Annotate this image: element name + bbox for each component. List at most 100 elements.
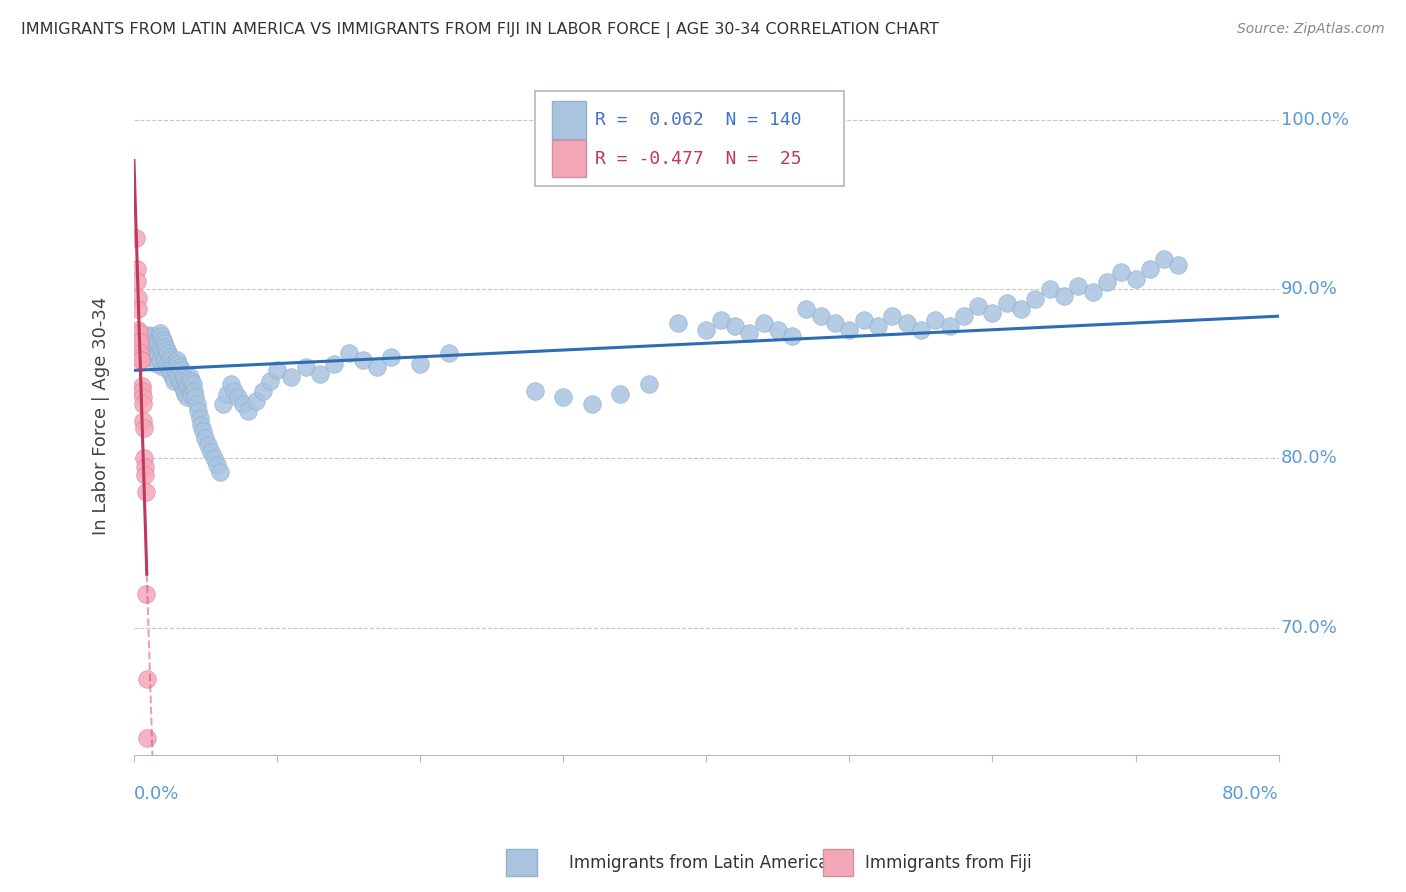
Point: [352, 353, 374, 368]
FancyBboxPatch shape: [551, 102, 586, 139]
Point: [280, 370, 302, 384]
Point: [1024, 292, 1046, 306]
Point: [134, 451, 156, 466]
Point: [184, 391, 207, 405]
FancyBboxPatch shape: [534, 91, 844, 186]
Point: [176, 391, 198, 405]
Text: Source: ZipAtlas.com: Source: ZipAtlas.com: [1237, 22, 1385, 37]
Point: [1153, 252, 1175, 266]
Point: [148, 334, 170, 349]
Point: [127, 274, 149, 288]
Point: [131, 384, 153, 398]
Point: [136, 327, 159, 342]
Point: [910, 323, 932, 337]
Point: [169, 359, 191, 374]
Point: [143, 343, 166, 357]
Point: [896, 316, 918, 330]
Point: [810, 309, 832, 323]
Point: [150, 343, 173, 357]
Point: [131, 391, 153, 405]
Point: [135, 587, 157, 601]
Point: [141, 338, 163, 352]
Point: [553, 391, 575, 405]
Point: [148, 348, 170, 362]
Point: [1125, 272, 1147, 286]
Point: [1167, 259, 1189, 273]
Point: [163, 374, 186, 388]
Point: [139, 331, 162, 345]
Point: [155, 340, 177, 354]
Point: [200, 444, 222, 458]
Point: [173, 384, 195, 398]
Point: [156, 357, 179, 371]
Point: [666, 316, 689, 330]
Point: [134, 459, 156, 474]
Point: [165, 363, 187, 377]
Point: [1095, 275, 1118, 289]
Point: [160, 367, 183, 381]
Point: [882, 309, 904, 323]
Point: [183, 384, 205, 398]
Point: [136, 342, 159, 356]
Point: [127, 291, 149, 305]
Point: [166, 353, 188, 368]
Point: [294, 359, 316, 374]
Point: [157, 359, 180, 374]
Point: [981, 306, 1004, 320]
Text: 90.0%: 90.0%: [1281, 280, 1337, 298]
Point: [1010, 302, 1032, 317]
Point: [380, 350, 402, 364]
Point: [180, 374, 202, 388]
Point: [323, 357, 346, 371]
Point: [766, 323, 789, 337]
Text: 0.0%: 0.0%: [134, 785, 180, 803]
Point: [157, 346, 180, 360]
Point: [127, 323, 149, 337]
Point: [149, 353, 172, 368]
Point: [146, 333, 169, 347]
Point: [780, 329, 803, 343]
Point: [1039, 282, 1062, 296]
Point: [523, 384, 546, 398]
Text: 70.0%: 70.0%: [1281, 619, 1337, 637]
Point: [132, 397, 155, 411]
Point: [143, 329, 166, 343]
Text: 80.0%: 80.0%: [1222, 785, 1278, 803]
Point: [136, 731, 159, 745]
Point: [150, 329, 173, 343]
Text: R = -0.477  N =  25: R = -0.477 N = 25: [595, 150, 801, 168]
Point: [581, 397, 603, 411]
Point: [172, 367, 194, 381]
Point: [149, 326, 172, 340]
Point: [159, 350, 181, 364]
Point: [838, 323, 860, 337]
Point: [309, 367, 332, 381]
Point: [995, 295, 1018, 310]
Point: [125, 261, 148, 276]
Point: [129, 346, 152, 360]
Point: [224, 384, 246, 398]
Point: [167, 370, 190, 384]
Point: [152, 333, 174, 347]
Point: [145, 350, 167, 364]
Point: [202, 451, 225, 466]
Point: [139, 344, 162, 359]
Point: [228, 391, 250, 405]
Point: [128, 338, 150, 352]
Point: [162, 357, 184, 371]
Point: [159, 363, 181, 377]
Point: [179, 370, 201, 384]
Point: [163, 359, 186, 374]
Point: [160, 353, 183, 368]
Point: [181, 376, 204, 391]
Point: [177, 380, 200, 394]
Text: 100.0%: 100.0%: [1281, 111, 1348, 128]
Point: [245, 393, 267, 408]
Point: [129, 353, 152, 368]
Point: [194, 431, 217, 445]
Point: [238, 404, 260, 418]
Point: [176, 376, 198, 391]
Point: [167, 357, 190, 371]
Point: [146, 357, 169, 371]
Text: Immigrants from Fiji: Immigrants from Fiji: [865, 854, 1032, 871]
